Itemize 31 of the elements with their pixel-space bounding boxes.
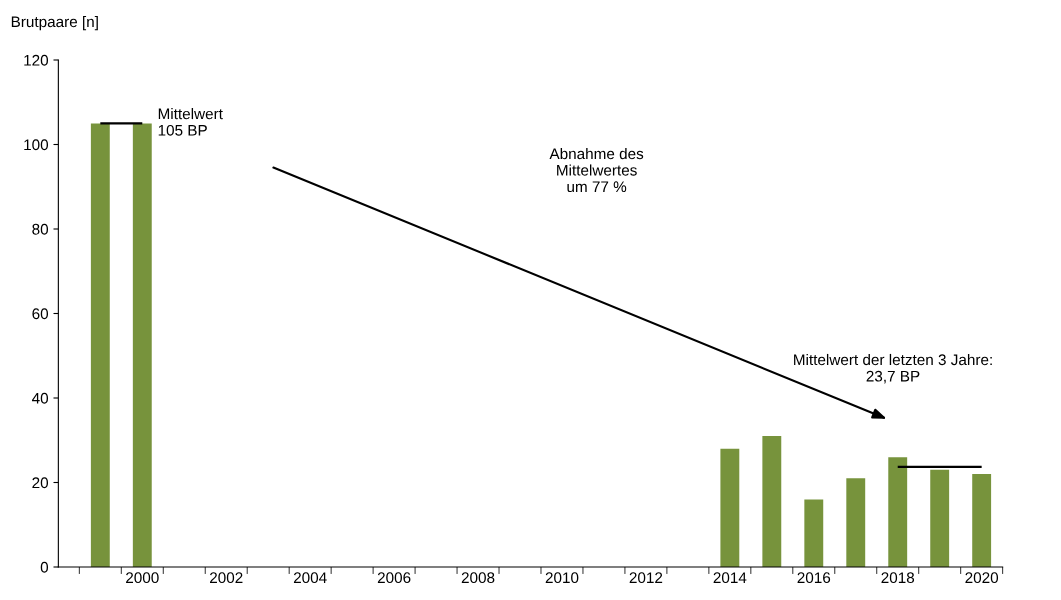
x-tick-label: 2018: [881, 572, 915, 584]
x-tick-label: 2010: [545, 572, 579, 584]
x-tick-label: 2008: [461, 572, 495, 584]
x-tick-label: 2006: [377, 572, 411, 584]
bar: [720, 448, 740, 567]
y-tick-label: 60: [32, 308, 49, 320]
x-tick-label: 2016: [797, 572, 831, 584]
y-tick-label: 40: [31, 392, 49, 404]
annotation: Mittelwert 105 BP: [158, 108, 223, 136]
x-tick-label: 2000: [126, 572, 159, 584]
y-axis-title: Brutpaare [n]: [11, 15, 98, 31]
annotation: Abnahme des Mittelwertes um 77 %: [549, 147, 644, 193]
bar: [846, 478, 866, 567]
x-tick-label: 2002: [210, 572, 243, 584]
bar: [762, 436, 782, 567]
y-tick-label: 100: [24, 139, 49, 151]
bar: [888, 457, 908, 567]
x-tick-label: 2020: [965, 572, 999, 584]
x-tick-label: 2004: [293, 572, 327, 584]
y-tick-label: 80: [32, 223, 49, 235]
bar: [930, 469, 950, 567]
y-tick-label: 0: [40, 561, 49, 573]
bar: [972, 474, 992, 567]
bar: [90, 123, 110, 567]
bar: [804, 499, 824, 567]
annotation: Mittelwert der letzten 3 Jahre: 23,7 BP: [794, 353, 992, 384]
x-tick-label: 2012: [629, 572, 663, 584]
bar: [132, 123, 152, 567]
x-tick-label: 2014: [713, 572, 747, 584]
y-tick-label: 120: [24, 54, 49, 66]
y-tick-label: 20: [32, 477, 49, 489]
